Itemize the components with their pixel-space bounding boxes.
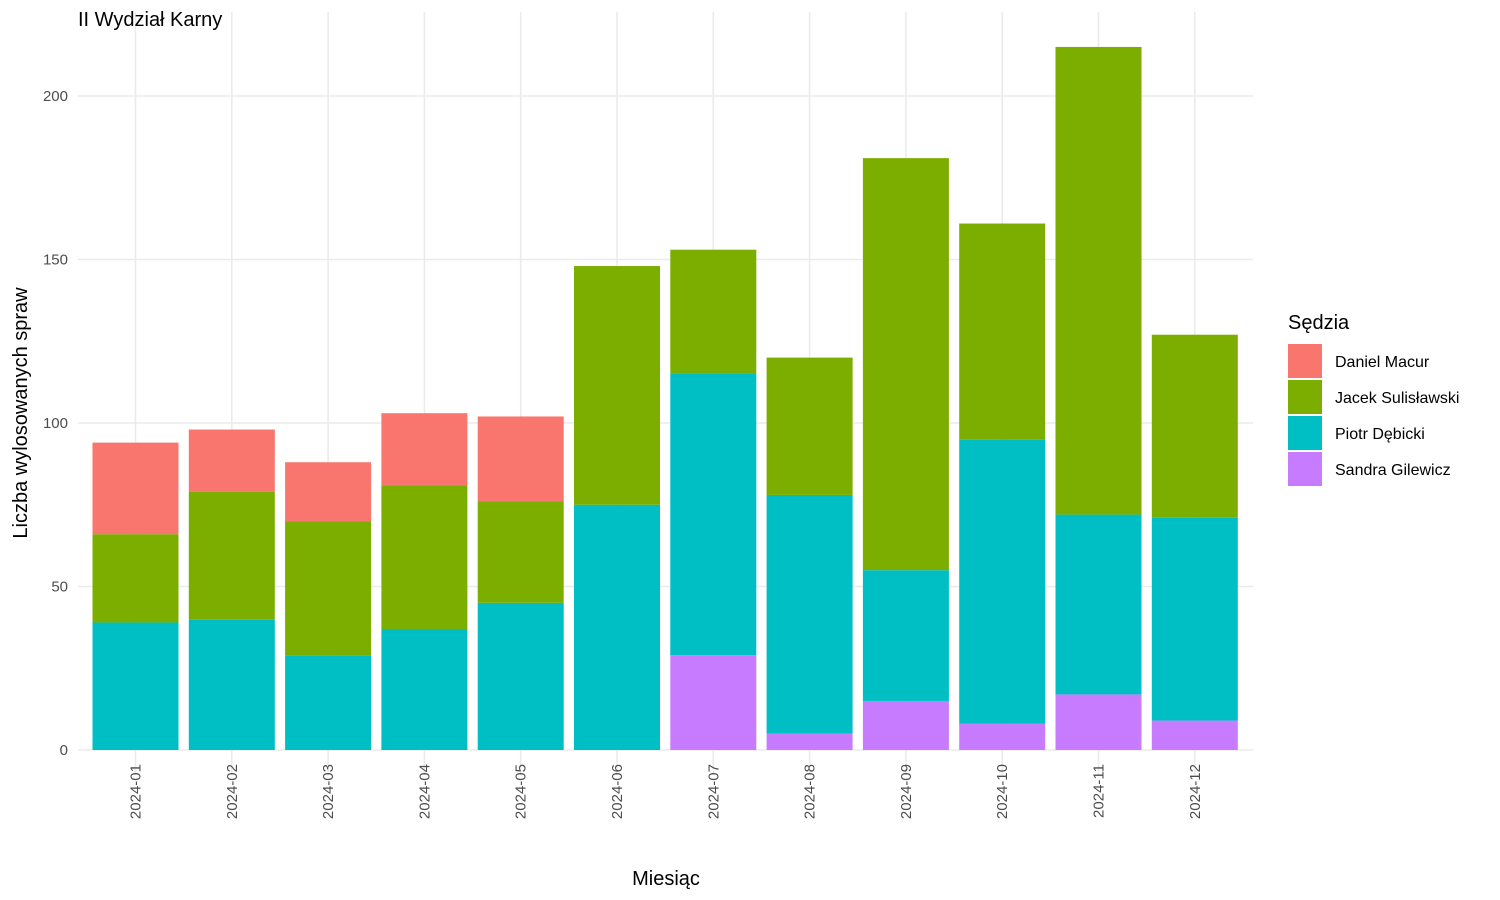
bar-2024-02-daniel-macur bbox=[188, 429, 275, 492]
bar-2024-02-piotr-debicki bbox=[188, 619, 275, 750]
bar-2024-08-sandra-gilewicz bbox=[766, 733, 853, 750]
bar-2024-03-piotr-debicki bbox=[285, 655, 372, 750]
x-axis-title: Miesiąc bbox=[632, 868, 700, 890]
bar-2024-04-jacek-sulislawski bbox=[381, 485, 468, 630]
x-tick-label: 2024-11 bbox=[1091, 764, 1108, 818]
legend: Sędzia Daniel Macur Jacek Sulisławski Piot… bbox=[1288, 312, 1459, 486]
legend-items: Daniel Macur Jacek Sulisławski Piotr Dębic… bbox=[1288, 344, 1459, 486]
x-tick-label: 2024-03 bbox=[320, 764, 337, 819]
y-tick-label: 50 bbox=[51, 579, 68, 596]
y-tick-label: 150 bbox=[43, 252, 68, 269]
bar-2024-06-piotr-debicki bbox=[574, 504, 660, 750]
bar-2024-07-sandra-gilewicz bbox=[670, 655, 757, 750]
bars bbox=[92, 46, 1238, 750]
y-tick-label: 0 bbox=[60, 742, 68, 759]
bar-2024-09-jacek-sulislawski bbox=[862, 158, 949, 571]
bar-2024-07-jacek-sulislawski bbox=[670, 249, 757, 374]
bar-2024-04-piotr-debicki bbox=[381, 629, 468, 750]
y-tick-label: 200 bbox=[43, 88, 68, 105]
y-axis-ticks: 0 50 100 150 200 bbox=[43, 88, 68, 759]
bar-2024-02-jacek-sulislawski bbox=[188, 491, 275, 620]
bar-2024-12-jacek-sulislawski bbox=[1151, 334, 1238, 518]
x-tick-label: 2024-06 bbox=[609, 764, 626, 819]
x-tick-label: 2024-07 bbox=[705, 764, 722, 819]
x-axis-ticks: 2024-01 2024-02 2024-03 2024-04 2024-05 2024-… bbox=[128, 764, 1204, 819]
legend-label: Piotr Dębicki bbox=[1335, 426, 1425, 443]
bar-2024-10-sandra-gilewicz bbox=[959, 723, 1046, 750]
x-tick-label: 2024-08 bbox=[802, 764, 819, 819]
legend-label: Jacek Sulisławski bbox=[1335, 390, 1459, 407]
bar-2024-09-sandra-gilewicz bbox=[862, 700, 949, 750]
bar-2024-10-jacek-sulislawski bbox=[959, 223, 1046, 440]
bar-2024-03-jacek-sulislawski bbox=[285, 521, 372, 656]
legend-label: Sandra Gilewicz bbox=[1335, 462, 1451, 479]
bar-2024-01-piotr-debicki bbox=[92, 622, 179, 750]
x-tick-label: 2024-09 bbox=[898, 764, 915, 819]
y-tick-label: 100 bbox=[43, 415, 68, 432]
bar-2024-05-piotr-debicki bbox=[477, 602, 564, 750]
legend-swatch bbox=[1288, 416, 1322, 450]
bar-2024-09-piotr-debicki bbox=[862, 570, 949, 701]
bar-2024-07-piotr-debicki bbox=[670, 373, 757, 656]
bar-2024-03-daniel-macur bbox=[285, 462, 372, 522]
x-tick-label: 2024-04 bbox=[416, 764, 433, 819]
bar-2024-08-piotr-debicki bbox=[766, 494, 853, 734]
legend-label: Daniel Macur bbox=[1335, 354, 1430, 371]
x-tick-label: 2024-02 bbox=[224, 764, 241, 819]
bar-2024-11-sandra-gilewicz bbox=[1055, 694, 1142, 750]
bar-2024-10-piotr-debicki bbox=[959, 439, 1046, 724]
bar-2024-12-sandra-gilewicz bbox=[1151, 720, 1238, 750]
bar-2024-12-piotr-debicki bbox=[1151, 517, 1238, 721]
bar-2024-11-piotr-debicki bbox=[1055, 514, 1142, 695]
bar-2024-05-jacek-sulislawski bbox=[477, 501, 564, 603]
x-tick-label: 2024-05 bbox=[513, 764, 530, 819]
bar-2024-08-jacek-sulislawski bbox=[766, 357, 853, 495]
bar-2024-05-daniel-macur bbox=[477, 416, 564, 502]
bar-2024-06-jacek-sulislawski bbox=[574, 266, 660, 505]
chart-title: II Wydział Karny bbox=[78, 9, 222, 31]
legend-swatch bbox=[1288, 344, 1322, 378]
legend-title: Sędzia bbox=[1288, 312, 1350, 334]
bar-2024-11-jacek-sulislawski bbox=[1055, 46, 1142, 515]
x-tick-label: 2024-10 bbox=[994, 764, 1011, 819]
y-axis-title: Liczba wylosowanych spraw bbox=[10, 287, 32, 539]
x-tick-label: 2024-01 bbox=[128, 764, 145, 819]
bar-2024-04-daniel-macur bbox=[381, 413, 468, 486]
legend-swatch bbox=[1288, 380, 1322, 414]
legend-swatch bbox=[1288, 452, 1322, 486]
bar-2024-01-daniel-macur bbox=[92, 442, 179, 535]
x-tick-label: 2024-12 bbox=[1187, 764, 1204, 819]
bar-2024-01-jacek-sulislawski bbox=[92, 534, 179, 623]
